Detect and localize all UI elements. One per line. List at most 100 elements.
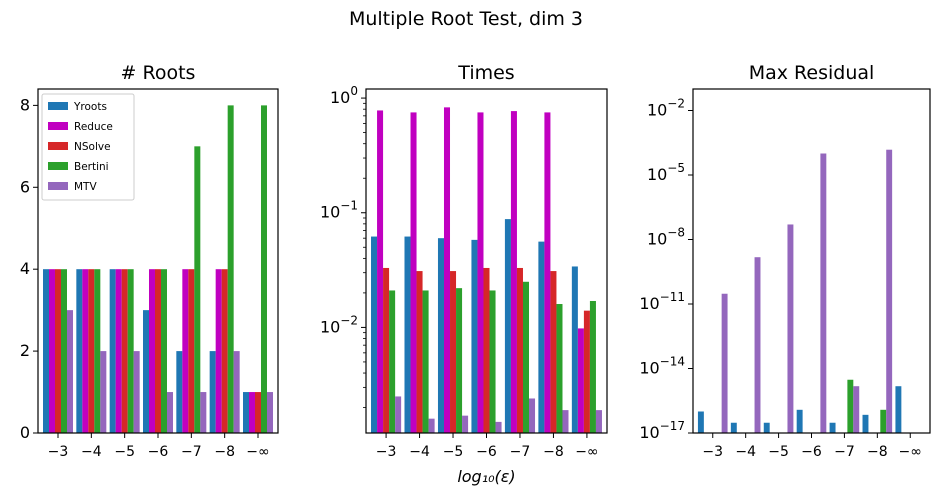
legend-swatch (48, 102, 68, 110)
bar-mtv-1 (67, 310, 73, 433)
bar-bertini-6 (227, 105, 234, 433)
bar-mtv-4 (820, 153, 827, 433)
legend-label: MTV (74, 181, 97, 193)
bar-yroots-4 (471, 239, 478, 433)
x-tick-label: −7 (181, 444, 202, 460)
y-tick-label: 10−11 (639, 290, 685, 313)
bar-reduce-2 (82, 269, 89, 433)
bar-yroots-3 (437, 238, 444, 433)
bar-mtv-2 (428, 418, 435, 433)
y-tick-label: 10−14 (639, 355, 685, 378)
bar-yroots-3 (763, 422, 770, 433)
x-tick-label: −4 (409, 444, 430, 460)
x-tick-label: −8 (867, 444, 888, 460)
y-tick-label: 100 (330, 84, 358, 107)
legend-label: Yroots (73, 101, 107, 113)
bar-nsolve-7 (255, 392, 261, 433)
bar-reduce-3 (115, 269, 122, 433)
bar-yroots-7 (895, 386, 902, 433)
legend-swatch (48, 182, 68, 190)
axes-frame (692, 88, 931, 434)
y-tick-label: 2 (20, 341, 30, 360)
bar-nsolve-5 (516, 267, 523, 433)
y-tick-label: 10−1 (320, 199, 358, 222)
bar-reduce-5 (510, 111, 517, 433)
bar-mtv-1 (395, 396, 402, 433)
legend-label: Bertini (74, 161, 109, 173)
bar-nsolve-1 (383, 267, 390, 433)
bar-mtv-4 (495, 421, 502, 433)
bar-mtv-3 (462, 415, 469, 433)
chart-title: Times (457, 62, 514, 84)
bar-mtv-3 (133, 351, 140, 433)
bar-bertini-6 (556, 304, 563, 433)
bar-nsolve-4 (155, 269, 161, 433)
bar-mtv-5 (529, 398, 536, 433)
bar-bertini-6 (880, 409, 887, 433)
bar-nsolve-7 (583, 310, 590, 433)
bar-nsolve-2 (416, 271, 423, 433)
bar-bertini-5 (522, 281, 529, 433)
bar-yroots-6 (209, 351, 216, 433)
bar-bertini-5 (194, 146, 201, 433)
bar-bertini-2 (422, 290, 429, 433)
y-tick-label: 10−5 (647, 161, 685, 184)
bar-yroots-6 (538, 241, 545, 433)
bar-mtv-3 (787, 224, 794, 433)
bar-nsolve-4 (483, 267, 490, 433)
x-tick-label: −6 (148, 444, 169, 460)
bar-mtv-7 (595, 410, 602, 433)
bar-nsolve-2 (88, 269, 95, 433)
x-tick-label: −8 (214, 444, 235, 460)
bar-yroots-1 (697, 411, 704, 433)
bar-bertini-3 (456, 288, 463, 433)
bar-yroots-5 (829, 422, 836, 433)
bar-bertini-4 (161, 269, 167, 433)
bar-mtv-6 (886, 149, 893, 433)
x-axis-label: log₁₀(ε) (457, 467, 515, 486)
chart-panel-3: Max Residual −3 −4 −5 −6 −7 −8 −∞ 10−17 10−14 10−1… (639, 62, 931, 460)
bar-bertini-2 (94, 269, 101, 433)
bar-reduce-6 (215, 269, 222, 433)
bar-yroots-5 (176, 351, 183, 433)
bar-yroots-7 (571, 266, 578, 433)
x-tick-label: −∞ (246, 444, 269, 460)
bar-reduce-7 (249, 392, 255, 433)
chart-title: Max Residual (749, 62, 875, 84)
x-tick-label: −4 (81, 444, 102, 460)
bar-reduce-1 (377, 110, 384, 433)
bar-yroots-4 (143, 310, 149, 433)
bar-mtv-5 (200, 392, 207, 433)
bar-yroots-3 (109, 269, 116, 433)
y-tick-label: 10−2 (647, 97, 685, 120)
bar-bertini-3 (127, 269, 134, 433)
bar-bertini-4 (489, 290, 496, 433)
x-tick-label: −5 (768, 444, 789, 460)
bar-nsolve-5 (188, 269, 195, 433)
bar-reduce-1 (49, 269, 55, 433)
chart-panel-2: Times −3 −4 −5 −6 −7 −8 −∞ 10−2 10−1 100 log₁₀(ε) (320, 62, 608, 486)
bar-reduce-2 (410, 112, 417, 433)
x-tick-label: −3 (48, 444, 69, 460)
bar-mtv-4 (167, 392, 173, 433)
legend-swatch (48, 162, 68, 170)
x-tick-label: −3 (376, 444, 397, 460)
bar-bertini-7 (261, 105, 267, 433)
y-tick-label: 10−8 (647, 226, 685, 249)
legend-label: Reduce (74, 121, 113, 133)
legend-label: NSolve (74, 141, 111, 153)
bar-nsolve-6 (221, 269, 228, 433)
bar-nsolve-3 (121, 269, 128, 433)
y-tick-label: 8 (20, 95, 30, 114)
bar-bertini-1 (389, 290, 396, 433)
bar-reduce-4 (149, 269, 155, 433)
bar-reduce-7 (577, 328, 584, 433)
bar-reduce-5 (182, 269, 189, 433)
x-tick-label: −∞ (899, 444, 922, 460)
bar-yroots-2 (730, 422, 737, 433)
bar-mtv-2 (100, 351, 107, 433)
bar-reduce-6 (544, 112, 551, 433)
bar-mtv-1 (721, 293, 728, 433)
y-tick-label: 0 (20, 423, 30, 442)
bar-reduce-4 (477, 112, 484, 433)
